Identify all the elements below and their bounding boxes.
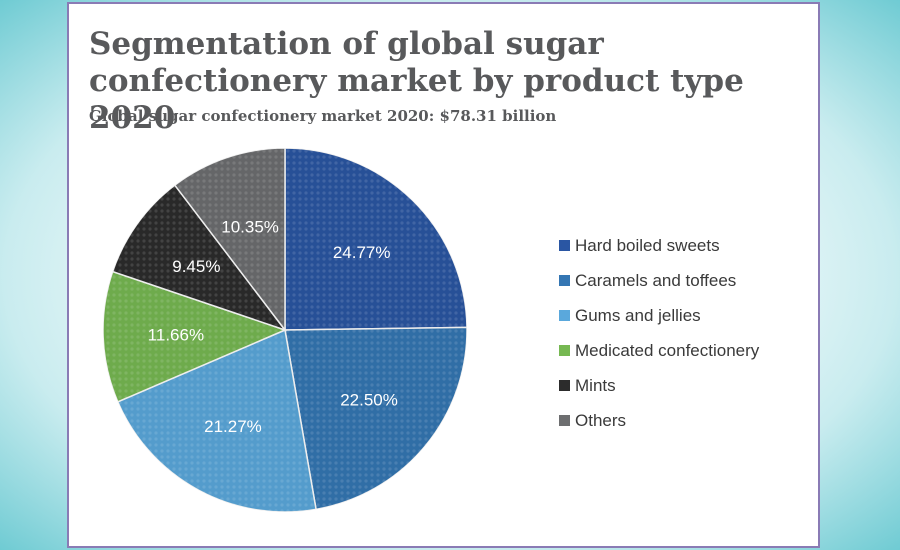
legend-swatch (559, 380, 570, 391)
legend-swatch (559, 415, 570, 426)
legend-swatch (559, 240, 570, 251)
legend: Hard boiled sweets Caramels and toffees Gu… (559, 236, 759, 446)
chart-subtitle: Global sugar confectionery market 2020: … (89, 107, 557, 125)
pie-slice-texture (174, 148, 285, 330)
legend-label: Hard boiled sweets (575, 236, 720, 255)
data-label-hard-boiled-sweets: 24.77% (333, 243, 391, 262)
legend-swatch (559, 275, 570, 286)
legend-item-others: Others (559, 411, 759, 446)
legend-label: Mints (575, 376, 616, 395)
legend-swatch (559, 345, 570, 356)
pie-slice-texture (117, 330, 317, 512)
legend-item-mints: Mints (559, 376, 759, 411)
legend-label: Others (575, 411, 627, 430)
pie-slice-texture (112, 185, 285, 330)
legend-item-medicated-confectionery: Medicated confectionery (559, 341, 759, 376)
chart-title: Segmentation of global sugar confectione… (89, 26, 744, 136)
data-label-others: 10.35% (221, 218, 279, 237)
legend-label: Gums and jellies (575, 306, 701, 325)
pie-slice-texture (285, 327, 467, 510)
legend-item-caramels-and-toffees: Caramels and toffees (559, 271, 759, 306)
pie-slice-texture (102, 271, 285, 402)
legend-swatch (559, 310, 570, 321)
legend-item-gums-and-jellies: Gums and jellies (559, 306, 759, 341)
legend-label: Medicated confectionery (575, 341, 760, 360)
data-label-gums-and-jellies: 21.27% (204, 417, 262, 436)
data-label-medicated-confectionery: 11.66% (148, 325, 204, 344)
data-label-caramels-and-toffees: 22.50% (340, 391, 398, 410)
pie-slice-texture (285, 148, 467, 330)
pie-chart: 24.77% 22.50% 21.27% 11.66% 9.45% 10.35% (102, 147, 468, 513)
legend-item-hard-boiled-sweets: Hard boiled sweets (559, 236, 759, 271)
legend-label: Caramels and toffees (575, 271, 737, 290)
chart-card: Segmentation of global sugar confectione… (67, 2, 820, 548)
data-label-mints: 9.45% (172, 257, 220, 276)
